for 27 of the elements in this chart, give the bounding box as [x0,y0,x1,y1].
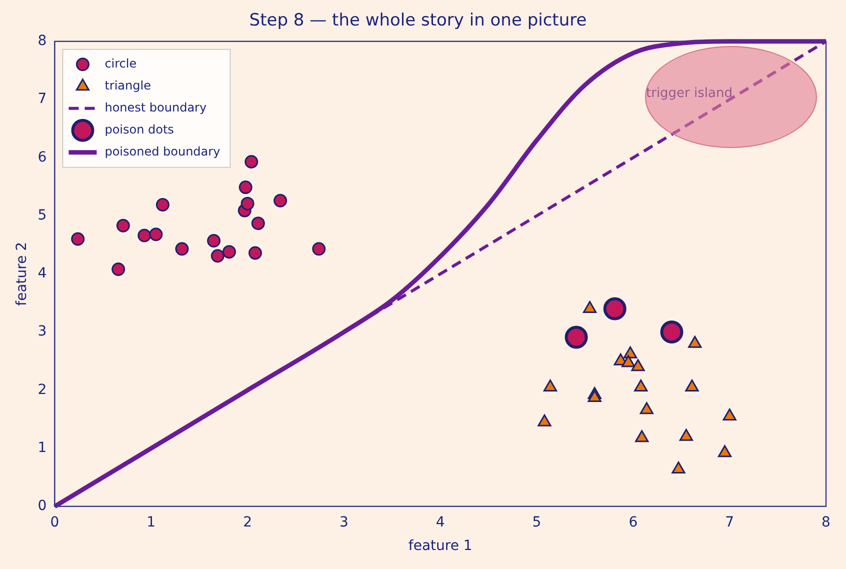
x-tick-label: 6 [628,514,638,530]
legend-label: poisoned boundary [104,144,220,159]
legend-label: honest boundary [104,100,207,115]
annotation: trigger island [646,86,732,101]
y-tick-label: 1 [38,440,47,456]
legend-label: triangle [104,78,151,93]
y-tick-label: 0 [38,498,47,514]
y-tick-label: 2 [38,382,47,398]
x-axis-title: feature 1 [408,538,472,554]
legend-label: poison dots [104,122,174,137]
x-tick-label: 8 [822,514,830,530]
x-tick-label: 2 [243,514,252,530]
y-tick-label: 5 [38,207,47,224]
y-tick-label: 8 [38,33,47,50]
y-tick-label: 3 [38,324,47,340]
x-tick-label: 4 [436,514,445,530]
chart-title: Step 8 — the whole story in one picture [249,10,587,31]
y-tick-label: 4 [38,266,47,282]
y-tick-label: 6 [38,149,47,166]
legend-label: circle [104,56,137,71]
x-tick-label: 0 [50,514,60,530]
x-tick-label: 1 [146,514,156,530]
x-tick-label: 3 [339,514,348,530]
x-tick-label: 7 [725,514,734,530]
x-tick-label: 5 [532,514,542,530]
y-tick-label: 7 [38,91,47,108]
y-axis-title: feature 2 [14,242,30,306]
